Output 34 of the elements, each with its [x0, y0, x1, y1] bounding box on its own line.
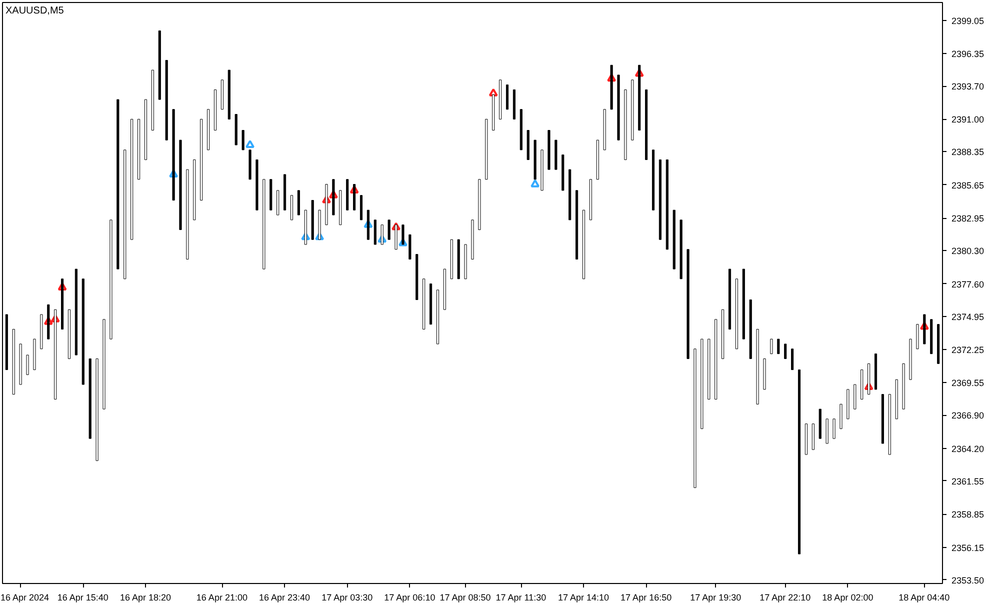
y-tick-label: 2382.95	[952, 214, 984, 224]
x-tick-label: 17 Apr 16:50	[620, 592, 672, 602]
y-tick-label: 2391.00	[952, 114, 984, 125]
y-tick-label: 2372.25	[952, 345, 984, 356]
x-tick-label: 17 Apr 22:10	[760, 592, 811, 602]
y-tick-label: 2377.60	[952, 279, 984, 290]
x-tick-label: 18 Apr 02:00	[822, 592, 874, 602]
y-tick-label: 2393.70	[952, 82, 984, 92]
x-tick-label: 17 Apr 11:30	[496, 592, 546, 602]
x-tick-label: 16 Apr 21:00	[196, 592, 248, 602]
y-tick-label: 2380.30	[952, 246, 984, 256]
x-tick-label: 16 Apr 18:20	[120, 592, 171, 602]
x-tick-label: 16 Apr 15:40	[57, 592, 108, 602]
y-tick-label: 2396.35	[952, 48, 984, 59]
x-tick-label: 17 Apr 19:30	[690, 592, 742, 602]
y-tick-label: 2356.15	[952, 542, 984, 553]
y-tick-label: 2358.85	[952, 510, 984, 520]
y-tick-label: 2374.95	[952, 312, 984, 322]
x-tick-label: 18 Apr 04:40	[898, 592, 950, 602]
x-tick-label: 17 Apr 14:10	[558, 592, 610, 602]
y-tick-label: 2385.65	[952, 180, 984, 190]
y-tick-label: 2388.35	[952, 147, 984, 158]
x-tick-label: 17 Apr 08:50	[440, 592, 491, 602]
y-tick-label: 2361.55	[952, 476, 984, 486]
x-tick-label: 16 Apr 2024	[0, 592, 50, 602]
chart-title: XAUUSD,M5	[6, 6, 64, 16]
x-tick-label: 17 Apr 06:10	[384, 592, 436, 602]
y-tick-label: 2399.05	[952, 16, 984, 26]
y-tick-label: 2366.90	[952, 410, 984, 421]
y-tick-label: 2364.20	[952, 444, 984, 454]
x-tick-label: 17 Apr 03:30	[322, 592, 373, 602]
y-tick-label: 2369.55	[952, 378, 984, 388]
x-tick-label: 16 Apr 23:40	[259, 592, 310, 602]
y-tick-label: 2353.50	[952, 575, 984, 586]
